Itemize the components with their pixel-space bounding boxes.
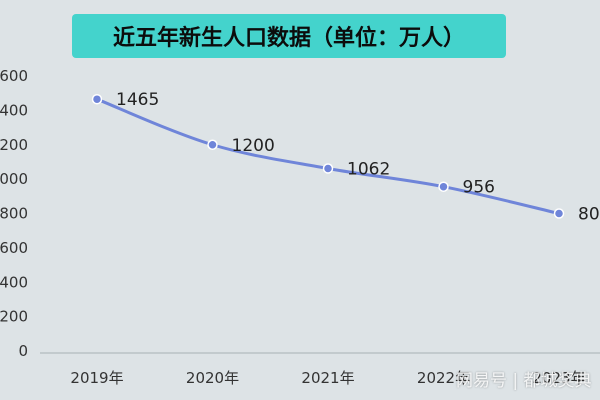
data-point (438, 181, 449, 192)
data-label: 1062 (347, 159, 390, 179)
chart-title: 近五年新生人口数据（单位：万人） (112, 26, 465, 51)
y-tick-label: 800 (0, 205, 28, 223)
x-tick-label: 2021年 (301, 369, 354, 387)
x-tick-label: 2020年 (186, 369, 239, 387)
data-label: 1200 (232, 136, 275, 156)
plot-area: 1465 1200 1062 956 800 (91, 90, 600, 225)
x-axis: 2019年 2020年 2021年 2022年 2023年 (40, 352, 600, 387)
data-point (91, 93, 103, 105)
y-axis: 0 200 400 600 800 1000 1200 1400 1600 (0, 67, 28, 360)
x-tick-label: 2023年 (532, 369, 585, 387)
data-label: 956 (463, 178, 495, 198)
y-tick-label: 1200 (0, 136, 28, 154)
data-point (322, 163, 334, 174)
data-label: 1465 (116, 90, 159, 110)
watermark: 网易号 | 都城奖典 (456, 371, 592, 391)
y-tick-label: 0 (18, 342, 28, 360)
y-tick-label: 200 (0, 308, 28, 326)
data-label: 800 (578, 205, 600, 225)
y-tick-label: 400 (0, 273, 28, 291)
y-tick-label: 1600 (0, 67, 28, 85)
x-tick-label: 2022年 (417, 369, 470, 387)
data-point (553, 208, 565, 219)
y-tick-label: 600 (0, 239, 28, 257)
x-tick-label: 2019年 (70, 369, 123, 387)
y-tick-label: 1400 (0, 101, 28, 119)
chart-title-box: 近五年新生人口数据（单位：万人） (72, 14, 506, 58)
y-tick-label: 1000 (0, 170, 28, 188)
data-point (207, 139, 218, 150)
